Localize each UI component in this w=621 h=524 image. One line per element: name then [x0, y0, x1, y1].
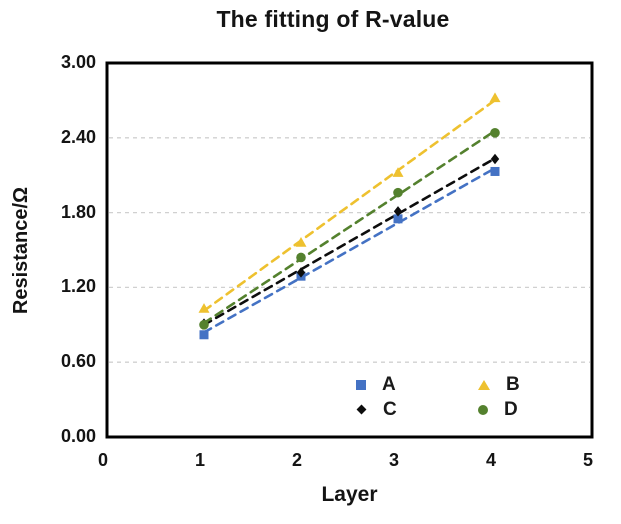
marker-B-layer1 — [198, 303, 210, 313]
marker-D-layer2 — [296, 252, 306, 263]
legend-label: D — [504, 399, 518, 420]
marker-D-layer4 — [490, 128, 500, 138]
marker-D-layer1 — [199, 320, 209, 330]
triangle-marker-icon — [478, 379, 490, 390]
y-tick: 2.40 — [60, 127, 96, 147]
y-axis-title: Resistance/Ω — [10, 186, 33, 314]
plot-border — [105, 61, 594, 439]
x-tick: 4 — [485, 450, 496, 470]
legend-item-c: C — [348, 400, 470, 419]
x-tick: 0 — [97, 450, 108, 470]
y-tick: 0.00 — [60, 426, 96, 446]
marker-C-layer3 — [393, 206, 403, 217]
marker-B-layer2 — [295, 237, 307, 247]
marker-C-layer4 — [490, 153, 500, 165]
x-tick: 1 — [194, 450, 205, 470]
trendline-A — [202, 166, 497, 334]
diamond-marker-icon — [356, 404, 367, 415]
legend-label: A — [382, 374, 396, 395]
trendline-B — [202, 98, 497, 313]
circle-marker-icon — [478, 404, 488, 415]
legend: A B C D — [348, 372, 592, 422]
legend-item-d: D — [470, 400, 592, 419]
marker-B-layer3 — [392, 167, 404, 177]
marker-A-layer3 — [393, 214, 403, 224]
marker-D-layer3 — [393, 187, 403, 198]
legend-label: C — [383, 399, 397, 420]
y-axis-title-wrap: Resistance/Ω — [0, 63, 44, 437]
y-tick: 0.60 — [60, 351, 96, 371]
y-tick: 3.00 — [60, 52, 96, 72]
y-tick: 1.80 — [60, 202, 96, 222]
chart-title: The fitting of R-value — [216, 6, 450, 32]
square-marker-icon — [356, 379, 366, 390]
legend-item-b: B — [470, 375, 592, 394]
x-tick: 3 — [388, 450, 399, 470]
x-tick: 5 — [582, 450, 593, 470]
trendline-D — [202, 129, 497, 325]
marker-B-layer4 — [489, 92, 501, 103]
marker-A-layer4 — [490, 166, 500, 176]
trendline-C — [202, 157, 497, 327]
x-axis-title: Layer — [321, 483, 378, 506]
marker-C-layer2 — [296, 267, 306, 278]
marker-A-layer1 — [199, 330, 209, 340]
y-tick: 1.20 — [60, 276, 96, 296]
legend-label: B — [506, 374, 520, 395]
legend-item-a: A — [348, 375, 470, 394]
x-tick: 2 — [291, 450, 302, 470]
